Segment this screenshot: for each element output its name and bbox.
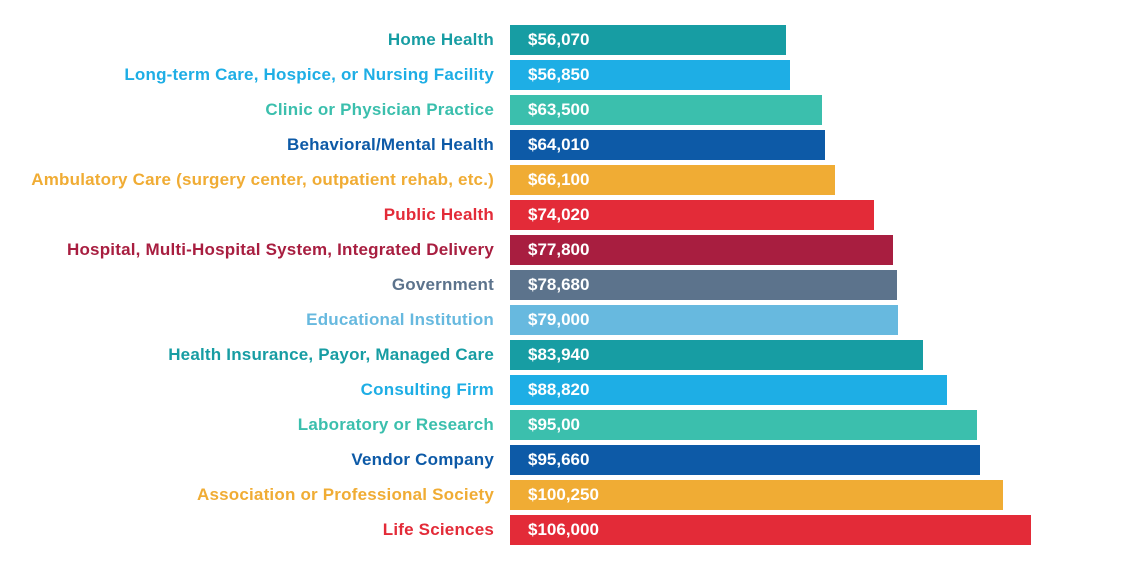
chart-row: Health Insurance, Payor, Managed Care $83… [0,337,1135,372]
bar: $79,000 [510,305,898,335]
bar-track: $79,000 [510,302,1135,337]
bar-track: $78,680 [510,267,1135,302]
bar-value-label: $77,800 [528,240,589,260]
chart-row: Vendor Company $95,660 [0,442,1135,477]
bar: $88,820 [510,375,947,405]
bar: $74,020 [510,200,874,230]
chart-row: Hospital, Multi-Hospital System, Integra… [0,232,1135,267]
bar: $78,680 [510,270,897,300]
bar-track: $77,800 [510,232,1135,267]
bar-track: $56,070 [510,22,1135,57]
bar-value-label: $78,680 [528,275,589,295]
bar: $66,100 [510,165,835,195]
bar: $56,850 [510,60,790,90]
bar-track: $95,00 [510,407,1135,442]
bar: $83,940 [510,340,923,370]
bar-track: $83,940 [510,337,1135,372]
bar: $77,800 [510,235,893,265]
bar-value-label: $95,00 [528,415,580,435]
category-label: Vendor Company [0,450,510,470]
bar-value-label: $79,000 [528,310,589,330]
bar-value-label: $64,010 [528,135,589,155]
bar-track: $106,000 [510,512,1135,547]
chart-row: Life Sciences $106,000 [0,512,1135,547]
bar-value-label: $100,250 [528,485,599,505]
category-label: Health Insurance, Payor, Managed Care [0,345,510,365]
bar: $95,00 [510,410,977,440]
chart-row: Behavioral/Mental Health $64,010 [0,127,1135,162]
bar-value-label: $83,940 [528,345,589,365]
bar-value-label: $74,020 [528,205,589,225]
bar: $63,500 [510,95,822,125]
category-label: Ambulatory Care (surgery center, outpati… [0,170,510,190]
bar-value-label: $88,820 [528,380,589,400]
chart-row: Ambulatory Care (surgery center, outpati… [0,162,1135,197]
chart-rows: Home Health $56,070 Long-term Care, Hospic… [0,22,1135,547]
category-label: Educational Institution [0,310,510,330]
bar: $100,250 [510,480,1003,510]
chart-row: Consulting Firm $88,820 [0,372,1135,407]
bar-value-label: $56,850 [528,65,589,85]
category-label: Government [0,275,510,295]
bar-track: $100,250 [510,477,1135,512]
bar-track: $88,820 [510,372,1135,407]
category-label: Hospital, Multi-Hospital System, Integra… [0,240,510,260]
category-label: Public Health [0,205,510,225]
bar-value-label: $63,500 [528,100,589,120]
bar: $106,000 [510,515,1031,545]
bar-value-label: $56,070 [528,30,589,50]
bar-track: $66,100 [510,162,1135,197]
salary-by-sector-chart: Home Health $56,070 Long-term Care, Hospic… [0,0,1135,564]
bar: $95,660 [510,445,980,475]
chart-row: Government $78,680 [0,267,1135,302]
bar: $56,070 [510,25,786,55]
category-label: Association or Professional Society [0,485,510,505]
category-label: Consulting Firm [0,380,510,400]
chart-row: Association or Professional Society $100,… [0,477,1135,512]
bar-value-label: $95,660 [528,450,589,470]
chart-row: Home Health $56,070 [0,22,1135,57]
category-label: Home Health [0,30,510,50]
bar: $64,010 [510,130,825,160]
category-label: Laboratory or Research [0,415,510,435]
bar-track: $64,010 [510,127,1135,162]
bar-value-label: $66,100 [528,170,589,190]
chart-row: Public Health $74,020 [0,197,1135,232]
bar-value-label: $106,000 [528,520,599,540]
chart-row: Long-term Care, Hospice, or Nursing Faci… [0,57,1135,92]
category-label: Clinic or Physician Practice [0,100,510,120]
category-label: Life Sciences [0,520,510,540]
chart-row: Educational Institution $79,000 [0,302,1135,337]
chart-row: Clinic or Physician Practice $63,500 [0,92,1135,127]
bar-track: $95,660 [510,442,1135,477]
bar-track: $74,020 [510,197,1135,232]
bar-track: $63,500 [510,92,1135,127]
category-label: Behavioral/Mental Health [0,135,510,155]
category-label: Long-term Care, Hospice, or Nursing Faci… [0,65,510,85]
bar-track: $56,850 [510,57,1135,92]
chart-row: Laboratory or Research $95,00 [0,407,1135,442]
